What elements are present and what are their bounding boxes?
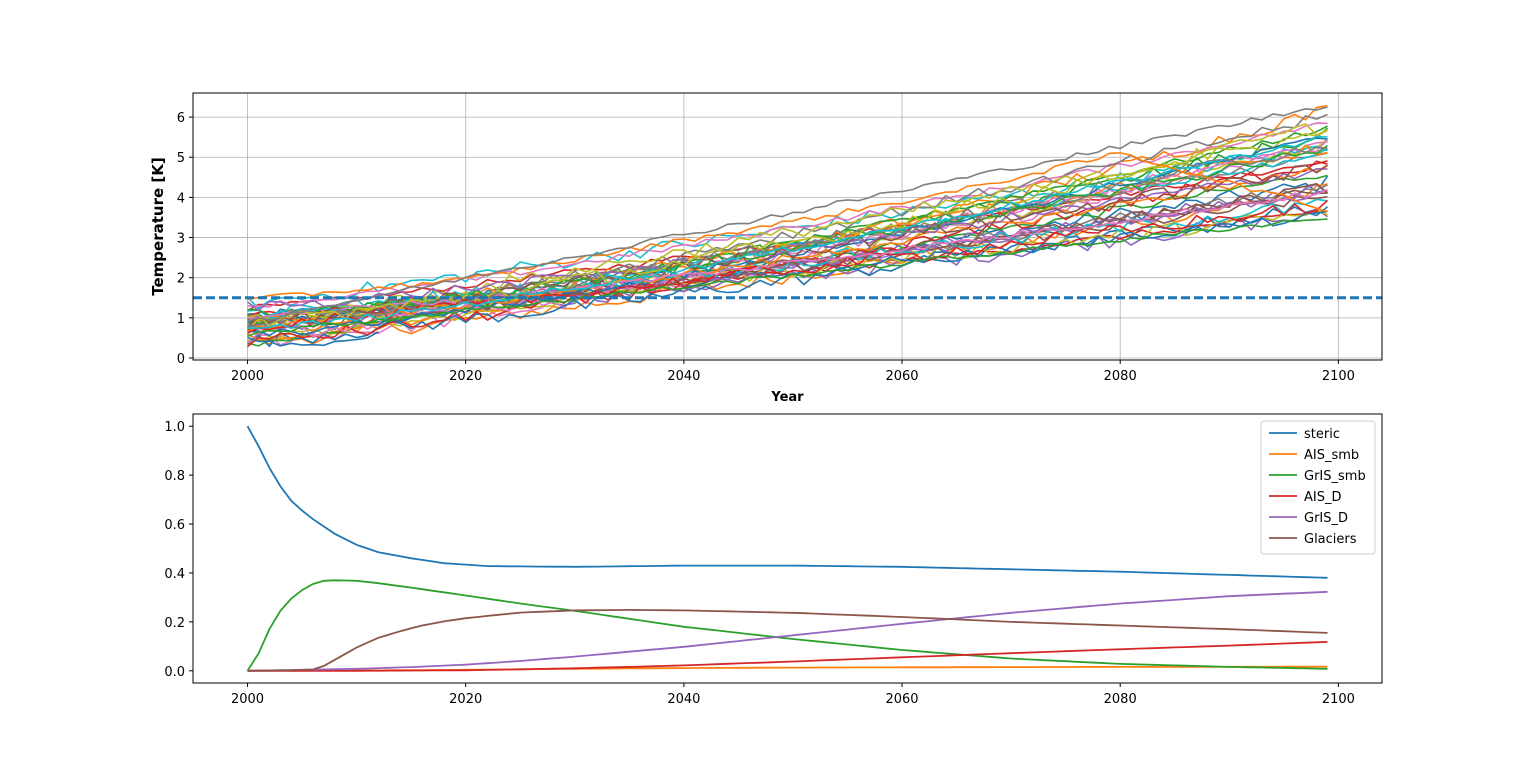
ensemble-member-line: [247, 152, 1328, 301]
x-tick-label: 2060: [885, 369, 918, 384]
y-tick-label: 0.4: [164, 567, 185, 582]
y-tick-label: 2: [177, 272, 185, 287]
x-tick-label: 2080: [1104, 369, 1137, 384]
x-tick-label: 2040: [667, 369, 700, 384]
x-tick-label: 2020: [449, 369, 482, 384]
ensemble-member-line: [247, 146, 1328, 327]
x-axis-label: Year: [770, 390, 804, 405]
x-tick-label: 2000: [231, 692, 264, 707]
series-line-Glaciers: [247, 608, 1328, 672]
contribution-y-ticks: 0.0 0.2 0.4 0.6 0.8 1.0: [164, 420, 193, 680]
legend-label: GrIS_smb: [1304, 469, 1366, 484]
contribution-axes-frame: [192, 413, 1383, 684]
y-tick-label: 0.2: [164, 616, 185, 631]
temperature-ensemble: [246, 105, 1329, 348]
y-tick-label: 0.6: [164, 518, 185, 533]
y-tick-label: 0: [177, 352, 185, 367]
y-tick-label: 5: [177, 151, 185, 166]
ensemble-member-line: [247, 331, 379, 347]
temperature-x-ticks: 2000 2020 2040 2060 2080 2100: [231, 360, 1355, 384]
y-tick-label: 0.0: [164, 665, 185, 680]
y-tick-label: 4: [177, 191, 185, 206]
legend-label: steric: [1304, 427, 1340, 442]
temperature-y-ticks: 0 1 2 3 4 5 6: [177, 111, 193, 367]
x-tick-label: 2100: [1322, 369, 1355, 384]
contribution-x-ticks: 2000 2020 2040 2060 2080 2100: [231, 683, 1355, 707]
ensemble-member-line: [247, 135, 1328, 330]
y-tick-label: 1.0: [164, 420, 185, 435]
y-tick-label: 0.8: [164, 469, 185, 484]
x-tick-label: 2060: [885, 692, 918, 707]
legend-label: AIS_smb: [1304, 448, 1359, 463]
series-line-GrIS_D: [247, 590, 1328, 672]
series-line-AIS_D: [247, 641, 1328, 672]
legend: steric AIS_smb GrIS_smb AIS_D GrIS_D Glaciers: [1260, 420, 1376, 555]
x-tick-label: 2020: [449, 692, 482, 707]
ensemble-member-line: [247, 218, 1328, 338]
y-tick-label: 6: [177, 111, 185, 126]
temperature-axes-frame: [192, 92, 1383, 361]
contribution-series: [246, 425, 1328, 672]
x-tick-label: 2040: [667, 692, 700, 707]
x-tick-label: 2080: [1104, 692, 1137, 707]
ensemble-member-line: [247, 167, 1328, 312]
y-axis-label: Temperature [K]: [149, 157, 167, 295]
legend-label: Glaciers: [1304, 532, 1357, 547]
x-tick-label: 2100: [1322, 692, 1355, 707]
ensemble-member-line: [247, 189, 1328, 335]
ensemble-member-line: [247, 123, 1328, 328]
y-tick-label: 1: [177, 312, 185, 327]
y-tick-label: 3: [177, 232, 185, 247]
temperature-panel: 2000 2020 2040 2060 2080 2100 0 1 2 3 4 5 6 Year Te…: [149, 92, 1383, 405]
legend-label: AIS_D: [1304, 490, 1342, 505]
series-line-GrIS_smb: [246, 579, 1328, 672]
ensemble-member-line: [247, 106, 1328, 322]
ensemble-member-line: [247, 129, 1328, 328]
ensemble-member-line: [246, 164, 1328, 329]
series-line-steric: [246, 425, 1328, 579]
legend-label: GrIS_D: [1304, 511, 1348, 526]
x-tick-label: 2000: [231, 369, 264, 384]
contribution-panel: 2000 2020 2040 2060 2080 2100 0.0 0.2 0.4 0.6 0.8…: [164, 413, 1383, 707]
ensemble-member-line: [247, 137, 1328, 337]
